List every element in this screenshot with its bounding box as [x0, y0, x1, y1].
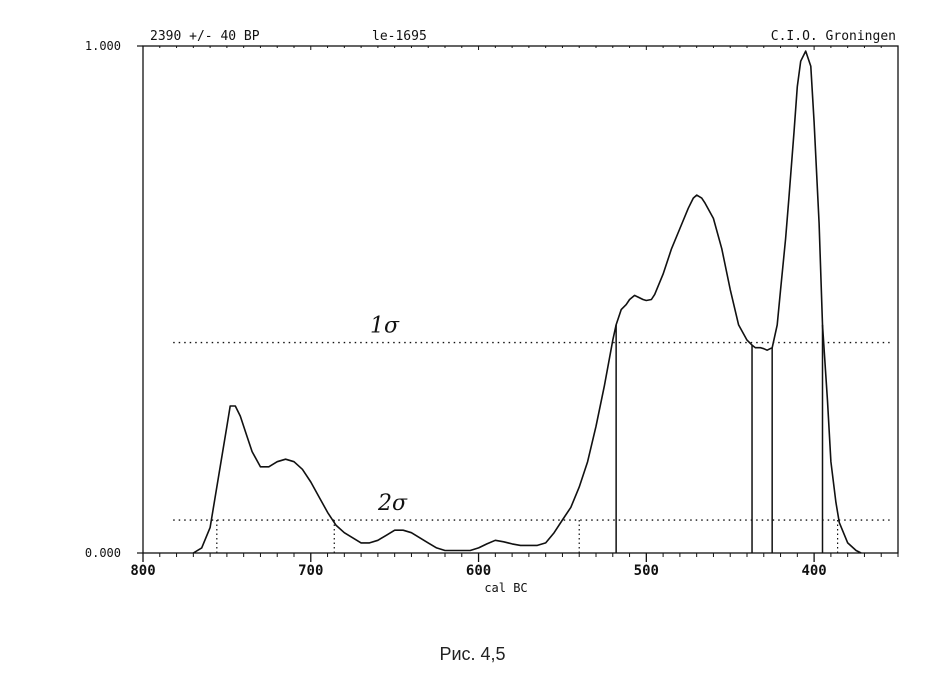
x-tick-label: 700	[298, 563, 323, 579]
x-tick-label: 600	[466, 563, 491, 579]
chart-header: 2390 +/- 40 BP le-1695 C.I.O. Groningen	[150, 29, 896, 44]
figure-caption: Рис. 4,5	[439, 644, 506, 664]
threshold-label: 1σ	[370, 314, 400, 339]
x-tick-label: 800	[130, 563, 155, 579]
x-tick-label: 500	[634, 563, 659, 579]
y-axis-ticks: 0.000 1.000	[85, 39, 143, 560]
threshold-label: 2σ	[377, 491, 408, 516]
x-axis-label: cal BC	[484, 581, 527, 595]
x-axis-ticks: 800 700 600 500 400	[130, 46, 899, 579]
x-tick-label: 400	[801, 563, 826, 579]
threshold-lines: 1σ 2σ	[173, 314, 890, 521]
plot-frame	[142, 45, 899, 554]
series-group	[192, 50, 862, 554]
plot-border	[142, 45, 899, 554]
header-left-text: 2390 +/- 40 BP	[150, 29, 260, 44]
probability-curve	[192, 50, 862, 554]
header-middle-text: le-1695	[372, 29, 427, 44]
y-tick-label: 0.000	[85, 546, 121, 560]
range-lines	[216, 324, 839, 553]
y-tick-label: 1.000	[85, 39, 121, 53]
header-right-text: C.I.O. Groningen	[771, 29, 896, 44]
